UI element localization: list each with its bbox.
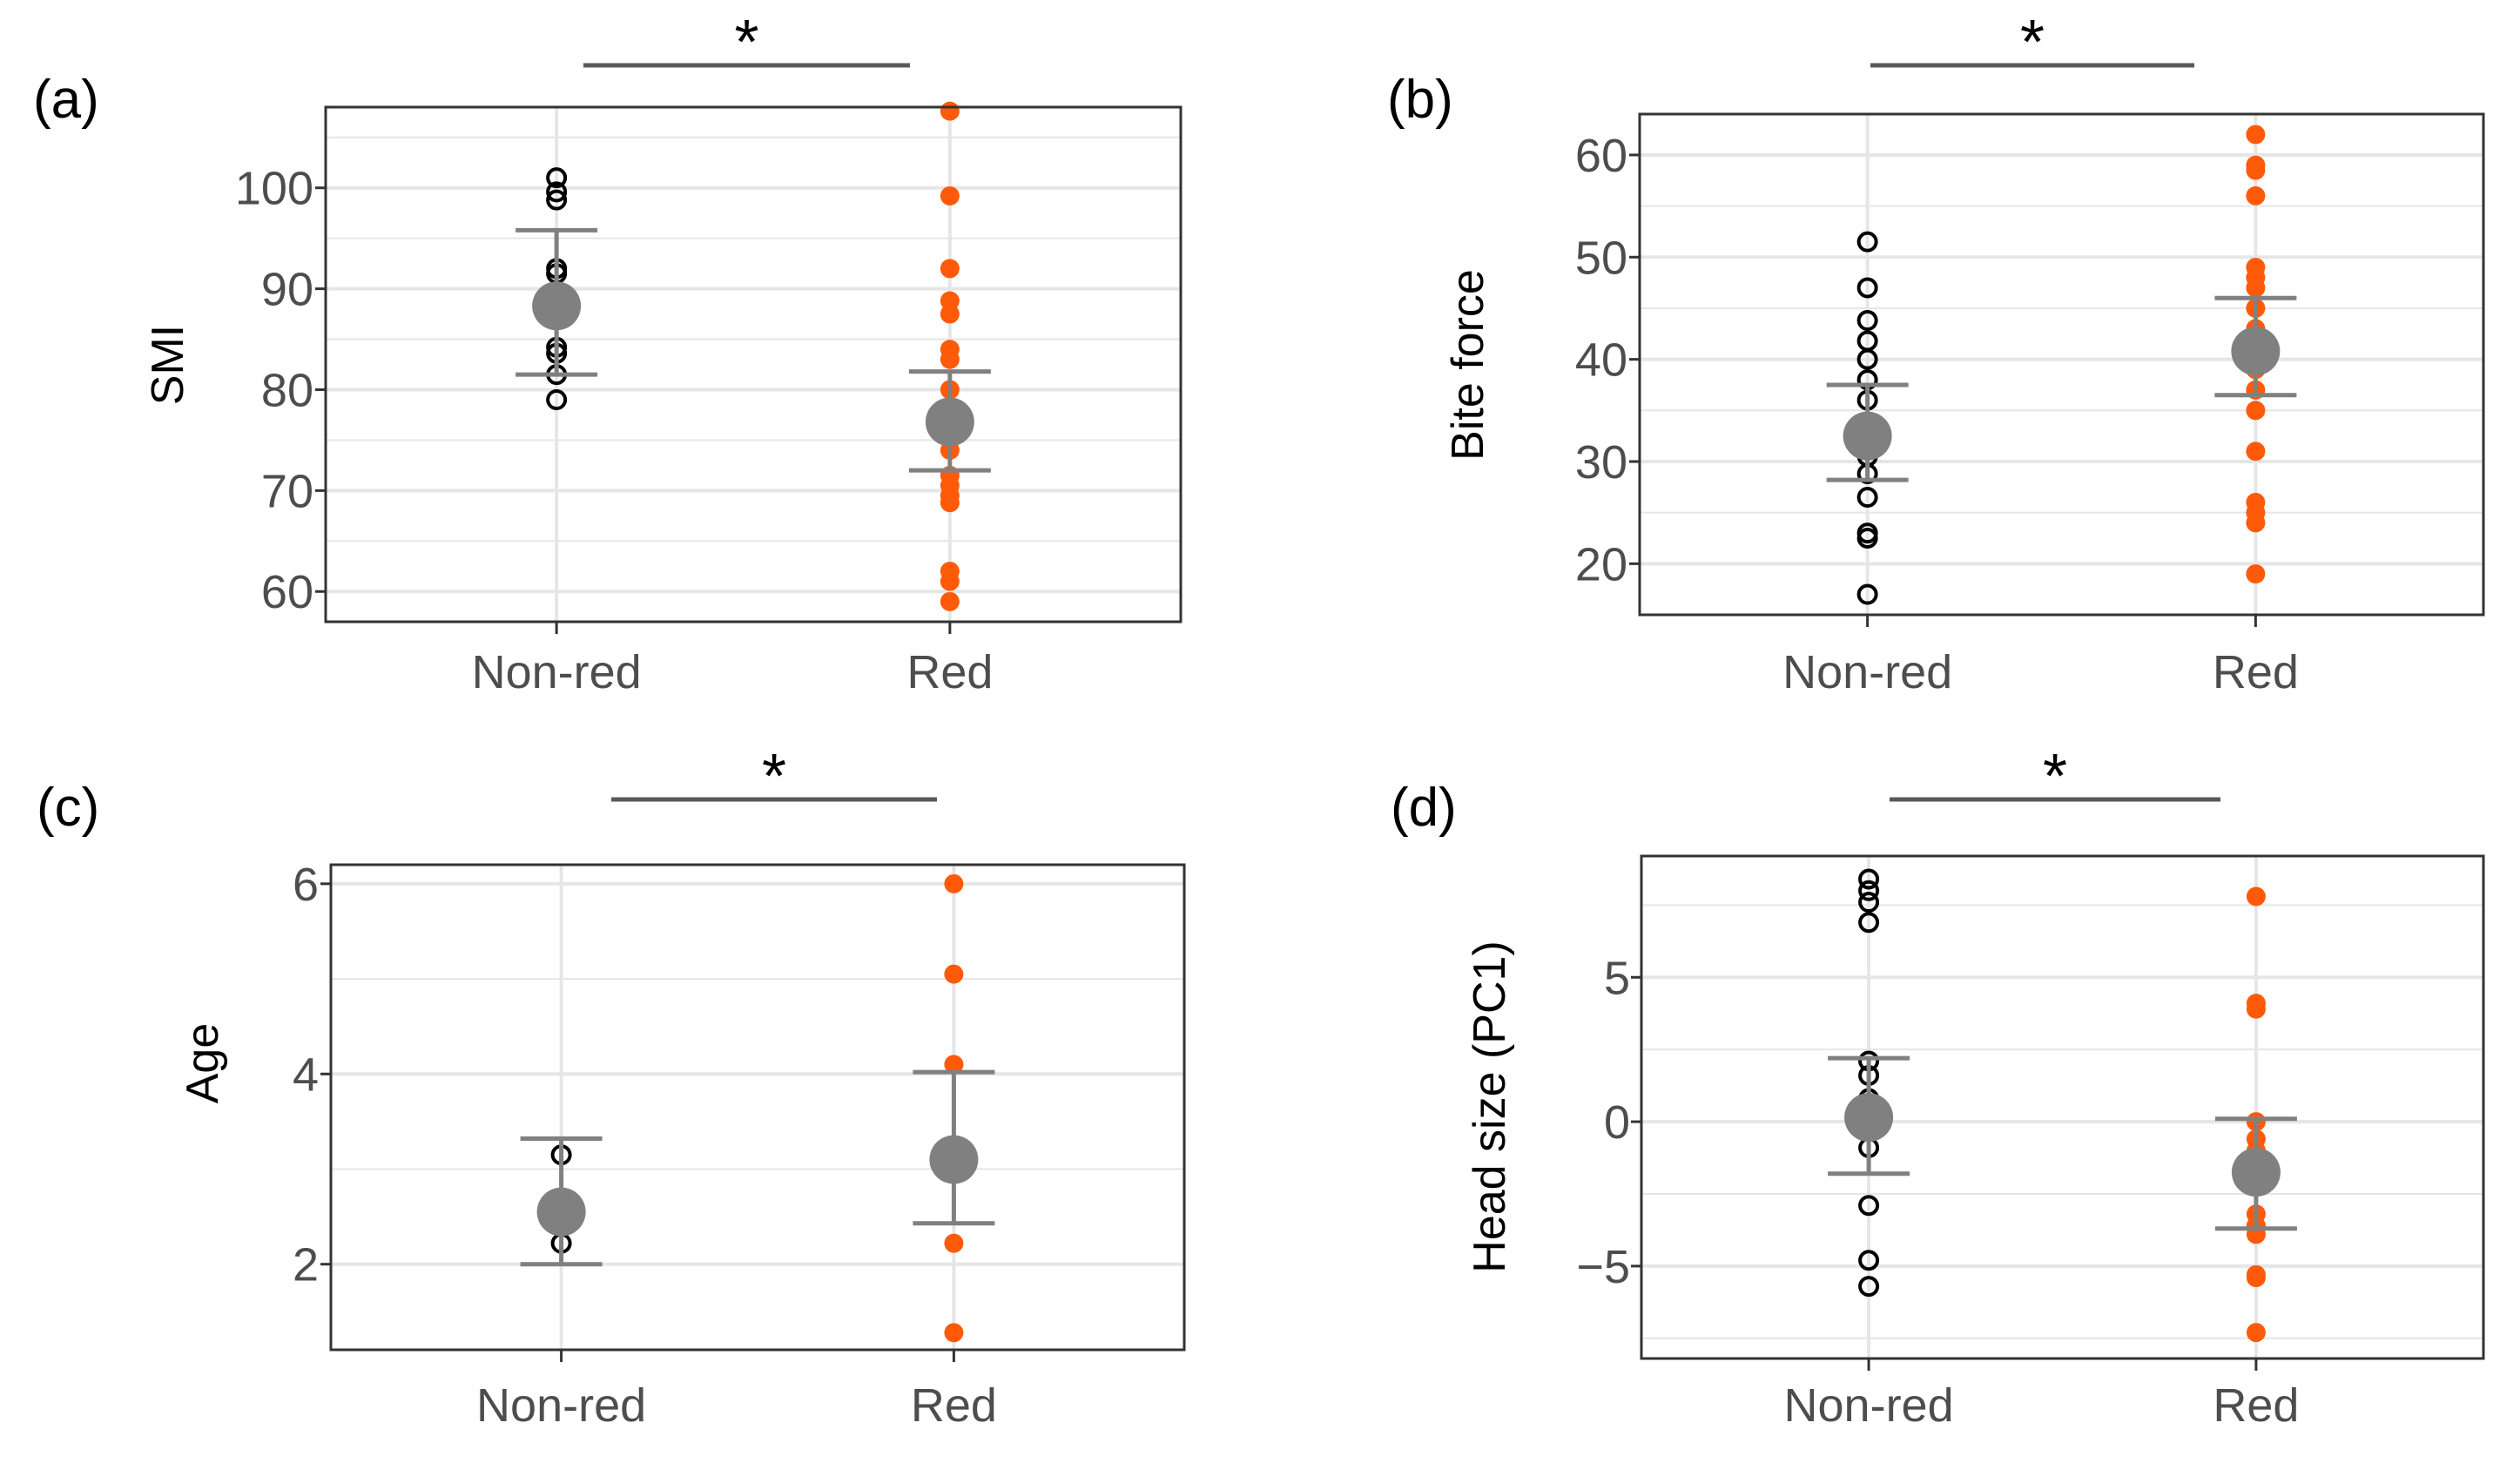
panel-a-frame [324,105,1183,624]
panel-a-label: (a) [33,70,99,130]
panel-b-xtick-label-non-red: Non-red [1782,646,1952,698]
panel-a-point-red [940,493,960,513]
panel-a-point-non-red [546,189,568,211]
panel-b-ytick-label: 50 [1575,232,1627,284]
panel-a-ytick-label: 90 [261,264,313,316]
panel-d-point-non-red [1858,880,1880,901]
panel-d-point-non-red [1858,1276,1880,1298]
panel-b-xtick-label-red: Red [2213,646,2299,698]
panel-d-plot-area [1641,856,2483,1358]
panel-a-point-red [940,349,960,369]
panel-c-mean-red [929,1135,979,1184]
panel-b-point-red [2246,125,2266,145]
panel-a-significance-star: * [734,8,758,78]
panel-d-point-non-red [1858,868,1880,890]
panel-c-label: (c) [37,778,99,838]
panel-d-point-red [2246,1268,2266,1288]
panel-c-point-red [944,1323,964,1343]
panel-a-mean-non-red [532,281,582,331]
panel-a-ytick-label: 80 [261,364,313,416]
panel-b-mean-red [2231,327,2281,376]
panel-d-mean-red [2231,1148,2281,1197]
panel-d-ylabel: Head size (PC1) [1465,940,1515,1272]
panel-a-xtick-label-non-red: Non-red [472,646,642,698]
panel-c-mean-non-red [536,1187,586,1237]
panel-b-ylabel: Bite force [1443,269,1493,461]
panel-b-significance-star: * [2020,8,2045,78]
panel-d-ytick-label: 5 [1604,952,1630,1004]
panel-c-point-red [944,964,964,984]
panel-b-point-red [2246,564,2266,584]
panel-b-frame [1638,112,2485,617]
panel-b-ytick-label: 60 [1575,130,1627,182]
panel-b-point-red [2246,185,2266,206]
panel-c-frame [329,863,1186,1352]
panel-d-ytick-label: 0 [1604,1096,1630,1149]
panel-d-frame [1640,854,2485,1360]
panel-d-label: (d) [1391,778,1457,838]
panel-d-point-red [2246,887,2266,907]
panel-d-point-red [2246,1323,2266,1343]
panel-b-mean-non-red [1843,411,1892,461]
panel-b-point-non-red [1856,348,1878,370]
panel-b-point-non-red [1856,583,1878,605]
panel-a-mean-red [925,397,974,447]
panel-c-ytick-label: 4 [293,1048,319,1101]
panel-a-point-red [940,591,960,611]
panel-c-point-red [944,873,964,893]
panel-d-ytick-label: −5 [1576,1241,1630,1293]
panel-a-point-red [940,304,960,324]
panel-d-significance-star: * [2043,742,2067,812]
panel-a-point-red [940,185,960,206]
panel-a-ytick-label: 100 [235,163,313,215]
panel-a-ytick-label: 60 [261,566,313,618]
panel-d-point-non-red [1858,892,1880,914]
panel-b-point-non-red [1856,310,1878,332]
panel-a-xtick-label-red: Red [906,646,993,698]
panel-b-point-red [2246,160,2266,180]
panel-a-point-red [940,259,960,279]
panel-c-point-red [944,1055,964,1075]
panel-b-point-non-red [1856,487,1878,509]
panel-b-ytick-label: 30 [1575,436,1627,489]
panel-a-point-red [940,571,960,591]
panel-c-ylabel: Age [178,1023,228,1104]
panel-a-ylabel: SMI [143,325,193,405]
panel-b-label: (b) [1387,70,1453,130]
panel-a-ytick-label: 70 [261,465,313,517]
panel-a-point-non-red [546,181,568,203]
panel-d-point-red [2246,999,2266,1019]
panel-a-plot-area [326,107,1181,622]
panel-d-point-non-red [1858,1195,1880,1217]
panel-a-point-red [940,291,960,311]
panel-b-ytick-label: 20 [1575,538,1627,590]
panel-b-point-non-red [1856,231,1878,253]
panel-d-xtick-label-non-red: Non-red [1784,1379,1954,1432]
panel-b-point-non-red [1856,277,1878,299]
panel-b-point-red [2246,278,2266,298]
panel-b-point-red [2246,442,2266,462]
panel-d-point-non-red [1858,1250,1880,1271]
panel-b-ytick-label: 40 [1575,334,1627,387]
panel-c-point-red [944,1233,964,1253]
panel-a-point-red [940,101,960,121]
panel-b-point-non-red [1856,527,1878,549]
panel-c-plot-area [331,865,1184,1350]
panel-c-ytick-label: 2 [293,1239,319,1291]
panel-b-plot-area [1640,114,2483,615]
panel-c-xtick-label-non-red: Non-red [476,1379,646,1432]
panel-d-xtick-label-red: Red [2213,1379,2299,1432]
panel-c-xtick-label-red: Red [911,1379,997,1432]
panel-c-ytick-label: 6 [293,859,319,911]
panel-d-mean-non-red [1844,1093,1894,1143]
panel-a-point-non-red [546,389,568,411]
panel-b-point-red [2246,401,2266,421]
panel-b-point-red [2246,513,2266,533]
panel-d-point-non-red [1858,912,1880,934]
panel-c-significance-star: * [762,742,786,812]
panel-a-point-non-red [546,167,568,189]
